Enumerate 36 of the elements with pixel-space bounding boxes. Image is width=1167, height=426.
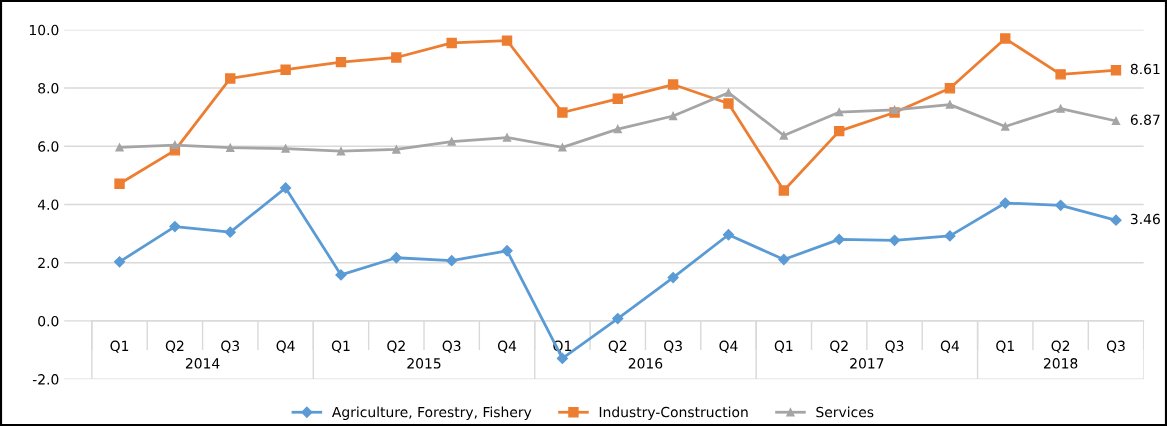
x-tick-label: Q2 <box>1051 340 1070 353</box>
data-label: 3.46 <box>1130 213 1160 225</box>
x-tick-label: Q1 <box>110 340 129 353</box>
data-label: 6.87 <box>1130 114 1160 125</box>
x-tick-label: Q4 <box>940 340 960 353</box>
x-tick-label: Q3 <box>885 340 904 353</box>
y-tick-label: 6.0 <box>38 141 59 152</box>
x-tick-label: Q3 <box>221 340 240 353</box>
annotation: 2014 <box>185 358 220 369</box>
y-tick-label: 0.0 <box>38 315 59 327</box>
legend-label: Industry-Construction <box>599 406 748 420</box>
y-tick-label: 2.0 <box>38 257 59 269</box>
x-tick-label: Q3 <box>664 340 682 353</box>
x-tick-label: Q2 <box>165 340 184 353</box>
y-tick-label: 4.0 <box>37 199 59 210</box>
y-tick-label: -2.0 <box>32 374 59 385</box>
y-tick-label: 8.0 <box>38 83 59 94</box>
x-tick-label: Q1 <box>996 340 1014 353</box>
x-tick-label: Q4 <box>276 340 295 353</box>
annotation: 2018 <box>1043 358 1078 369</box>
annotation: 2016 <box>628 358 663 369</box>
x-tick-label: Q3 <box>442 340 461 353</box>
x-tick-label: Q4 <box>719 340 738 353</box>
x-tick-label: Q2 <box>387 340 405 353</box>
x-tick-label: Q1 <box>774 340 793 353</box>
y-tick-label: 10.0 <box>29 24 59 36</box>
legend-label: Services <box>816 406 874 418</box>
x-tick-label: Q1 <box>331 340 350 353</box>
x-tick-label: Q2 <box>830 340 848 353</box>
annotation: 2017 <box>850 358 884 369</box>
x-tick-label: Q3 <box>1106 340 1125 353</box>
annotation: 2015 <box>407 358 441 369</box>
x-tick-label: Q2 <box>608 340 627 353</box>
x-tick-label: Q4 <box>497 340 517 353</box>
data-label: 8.61 <box>1130 63 1160 75</box>
legend-label: Agriculture, Forestry, Fishery <box>331 406 532 420</box>
